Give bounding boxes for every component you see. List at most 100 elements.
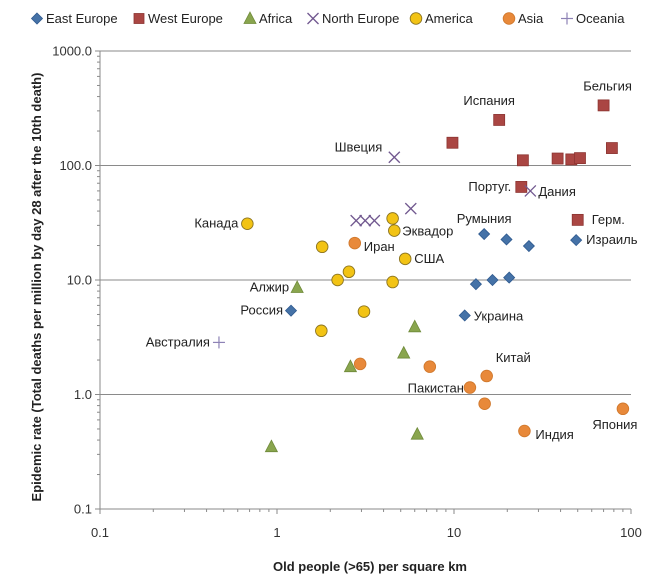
- legend-label: Africa: [259, 11, 293, 26]
- data-point: [284, 304, 298, 317]
- y-tick-label: 1.0: [74, 387, 92, 402]
- point-label: Эквадор: [402, 224, 453, 239]
- x-axis-title: Old people (>65) per square km: [273, 559, 467, 574]
- point-label: Канада: [194, 216, 239, 231]
- legend-marker: [502, 12, 516, 25]
- y-tick-label: 1000.0: [52, 44, 92, 59]
- data-point: [458, 309, 471, 322]
- point-label: Пакистан: [408, 381, 464, 396]
- point-label: Испания: [463, 93, 515, 108]
- data-point: [478, 397, 491, 411]
- point-label: Бельгия: [583, 78, 632, 93]
- data-point: [423, 360, 437, 373]
- data-point: [493, 114, 506, 126]
- data-point: [597, 99, 610, 112]
- data-point: [388, 151, 401, 164]
- data-point: [463, 381, 477, 394]
- legend-item: Africa: [243, 11, 293, 26]
- data-point: [606, 142, 618, 154]
- data-point: [315, 240, 329, 254]
- legend-marker: [561, 12, 573, 25]
- data-point: [386, 275, 399, 289]
- data-point: [522, 239, 535, 253]
- point-annotations: Россия Украина Румыния Израиль Испания Бельги…: [146, 78, 638, 442]
- point-label: Украина: [474, 308, 524, 323]
- point-label: Израиль: [586, 232, 638, 247]
- data-point: [516, 154, 529, 167]
- point-label: Китай: [496, 350, 531, 365]
- legend-label: West Europe: [148, 11, 223, 26]
- data-point: [478, 227, 491, 241]
- data-point: [469, 278, 482, 291]
- data-point: [524, 184, 537, 197]
- x-tick-label: 100: [620, 525, 642, 540]
- legend-item: Oceania: [561, 11, 625, 26]
- data-point: [315, 324, 328, 338]
- data-point: [343, 359, 358, 373]
- point-label: Россия: [240, 303, 283, 318]
- data-points: [212, 99, 630, 453]
- legend-item: East Europe: [30, 11, 118, 26]
- legend-item: Asia: [502, 11, 544, 26]
- data-point: [350, 214, 363, 227]
- data-point: [368, 214, 381, 227]
- data-point: [397, 345, 411, 359]
- data-point: [348, 236, 362, 250]
- point-label: Португ.: [468, 179, 511, 194]
- y-axis-title: Epidemic rate (Total deaths per million …: [29, 73, 44, 502]
- data-point: [515, 181, 528, 193]
- legend-item: America: [409, 11, 473, 26]
- legend: East Europe West Europe Africa North Europe…: [30, 11, 625, 26]
- point-label: Алжир: [250, 279, 289, 294]
- data-point: [408, 319, 422, 333]
- data-point: [570, 234, 583, 247]
- point-label: Румыния: [457, 211, 512, 226]
- point-label: Индия: [535, 427, 573, 442]
- series-africa: [264, 280, 424, 453]
- legend-marker: [30, 12, 44, 25]
- series-asia: [348, 236, 630, 438]
- legend-marker: [307, 12, 319, 25]
- point-label: Иран: [364, 239, 395, 254]
- point-label: США: [414, 251, 444, 266]
- series-north-europe: [350, 151, 537, 227]
- point-label: Австралия: [146, 334, 210, 349]
- data-point: [388, 224, 401, 237]
- legend-label: North Europe: [322, 11, 399, 26]
- series-oceania: [212, 336, 225, 349]
- series-east-europe: [284, 227, 583, 322]
- data-point: [353, 357, 367, 371]
- x-tick-label: 0.1: [91, 525, 109, 540]
- y-tick-label: 100.0: [59, 158, 92, 173]
- legend-marker: [243, 11, 257, 24]
- data-point: [410, 426, 424, 440]
- data-point: [241, 217, 254, 230]
- point-label: Швеция: [335, 139, 383, 154]
- data-point: [486, 273, 499, 287]
- data-point: [357, 305, 371, 318]
- y-tick-label: 10.0: [67, 273, 92, 288]
- data-point: [331, 273, 344, 287]
- legend-label: East Europe: [46, 11, 118, 26]
- legend-label: America: [425, 11, 473, 26]
- legend-marker: [409, 12, 423, 25]
- data-point: [212, 336, 225, 349]
- data-point: [342, 265, 356, 279]
- legend-item: West Europe: [133, 11, 223, 26]
- data-point: [616, 402, 630, 416]
- x-tick-labels: 0.1 1 10 100: [91, 525, 642, 540]
- data-point: [571, 213, 584, 226]
- point-label: Герм.: [592, 212, 625, 227]
- point-label: Дания: [538, 184, 576, 199]
- series-west-europe: [446, 99, 618, 226]
- data-point: [574, 152, 586, 165]
- data-point: [480, 369, 493, 383]
- data-point: [551, 152, 564, 165]
- data-point: [398, 252, 412, 266]
- series-america: [241, 212, 412, 338]
- y-tick-label: 0.1: [74, 502, 92, 517]
- data-point: [359, 214, 372, 227]
- x-tick-label: 10: [447, 525, 461, 540]
- data-point: [386, 212, 399, 225]
